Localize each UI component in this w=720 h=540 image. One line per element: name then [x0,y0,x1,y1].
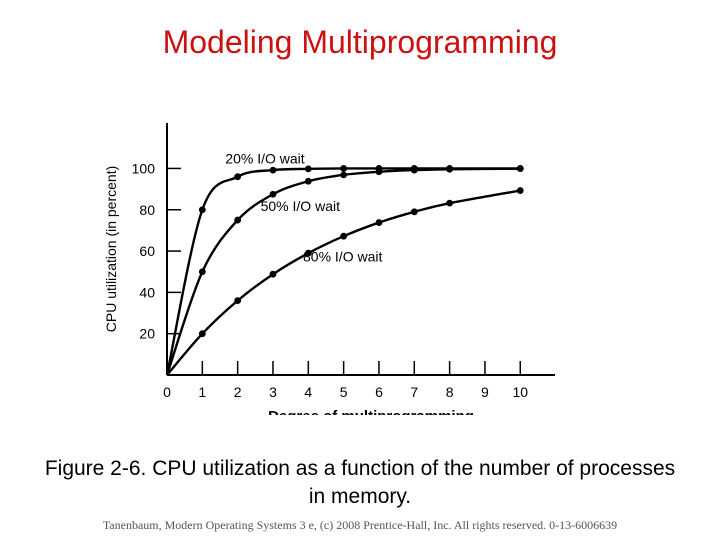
data-point [340,171,348,179]
data-point [269,166,277,174]
data-point [269,190,277,198]
series-label: 80% I/O wait [303,248,382,264]
cpu-utilization-chart: 0 1 2 3 4 5 6 7 8 9 10 20 40 60 80 100 CPU utilization (… [103,123,555,420]
y-tick-label: 80 [139,202,155,218]
x-tick-label: 6 [375,384,383,400]
x-tick-label: 2 [234,384,242,400]
data-point [269,270,277,278]
x-tick-label: 7 [410,384,418,400]
slide-title: Modeling Multiprogramming [162,24,558,60]
x-tick-label: 8 [446,384,454,400]
data-point [516,187,524,194]
data-point [304,249,312,257]
x-tick-label: 4 [304,384,312,400]
x-tick-label: 9 [481,384,489,400]
y-tick-label: 20 [139,326,155,342]
figure-caption: Figure 2-6. CPU utilization as a functio… [44,457,676,508]
data-point [198,268,206,276]
x-tick-label: 0 [163,384,171,400]
data-point [198,206,206,214]
data-point [375,168,383,176]
data-point [304,177,312,185]
y-tick-label: 100 [132,160,156,176]
data-point [446,199,454,207]
copyright-footer: Tanenbaum, Modern Operating Systems 3 e,… [102,518,618,532]
x-tick-label: 3 [269,384,277,400]
data-point [446,165,454,173]
data-point [516,165,524,173]
data-point [340,232,348,240]
x-tick-label: 10 [512,384,528,400]
series-line [165,167,521,376]
data-point [340,165,348,172]
series-line [166,189,521,376]
chart-series [165,165,524,376]
x-tick-label: 1 [198,384,206,400]
data-point [234,173,242,181]
data-point [234,216,242,224]
data-point [410,166,418,174]
data-point [410,208,418,216]
x-axis-label: Degree of multiprogramming [268,408,474,420]
data-point [234,297,242,305]
chart-labels: 0 1 2 3 4 5 6 7 8 9 10 20 40 60 80 100 CPU utilization (… [103,150,528,420]
y-axis-label: CPU utilization (in percent) [103,166,119,333]
y-tick-label: 40 [139,284,155,300]
data-point [198,330,206,338]
data-point [375,219,383,226]
series-label: 20% I/O wait [225,150,304,166]
series-label: 50% I/O wait [261,198,340,214]
y-tick-label: 60 [139,243,155,259]
data-point [304,165,312,173]
x-tick-label: 5 [340,384,348,400]
